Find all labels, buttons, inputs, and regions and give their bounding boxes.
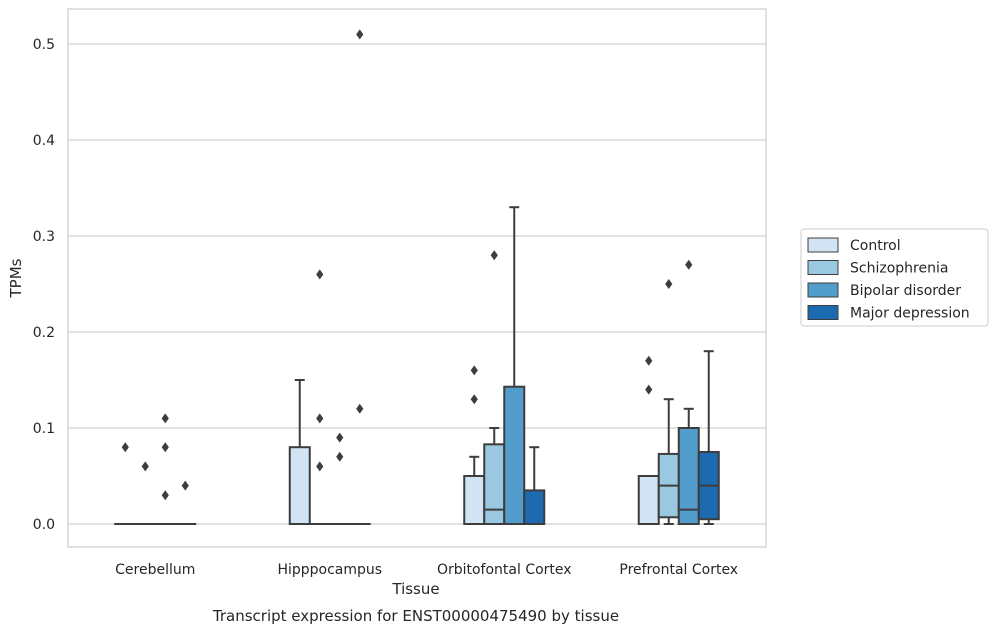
- legend-frame: [800, 228, 989, 327]
- x-axis-label: Tissue: [391, 580, 439, 598]
- outlier-point: [161, 490, 169, 501]
- outlier-point: [336, 432, 344, 443]
- y-tick-label: 0.3: [33, 229, 55, 245]
- outlier-point: [161, 413, 169, 424]
- y-tick-label: 0.2: [33, 325, 55, 341]
- outlier-point: [685, 259, 693, 270]
- legend: Control Schizophrenia Bipolar disorder Majo…: [800, 228, 989, 327]
- legend-label: Schizophrenia: [850, 261, 948, 277]
- x-tick-label: Orbitofontal Cortex: [437, 562, 572, 578]
- box-major-depression: [348, 29, 371, 526]
- outlier-point: [141, 461, 149, 472]
- y-tick-label: 0.1: [33, 421, 55, 437]
- legend-label: Control: [850, 238, 901, 254]
- legend-label: Major depression: [850, 306, 970, 322]
- outlier-point: [181, 480, 189, 491]
- legend-swatch: [807, 260, 839, 275]
- iqr-box: [463, 475, 486, 525]
- outlier-point: [356, 403, 364, 414]
- box-schizophrenia: [308, 269, 331, 526]
- y-axis-label: TPMs: [7, 258, 25, 298]
- outlier-point: [665, 279, 673, 289]
- legend-swatch: [807, 282, 839, 298]
- iqr-box: [637, 475, 660, 525]
- box-control: [637, 355, 660, 525]
- plot-frame: [67, 8, 767, 548]
- outlier-point: [490, 250, 498, 261]
- box-major-depression: [174, 480, 197, 526]
- x-tick-label: Hipppocampus: [277, 562, 382, 578]
- x-tick-label: Cerebellum: [115, 562, 195, 578]
- box-groups: [114, 29, 720, 526]
- outlier-point: [645, 384, 653, 395]
- outlier-point: [470, 394, 478, 405]
- outlier-point: [316, 461, 324, 472]
- y-tick-label: 0.0: [33, 517, 55, 533]
- outlier-point: [645, 355, 653, 366]
- legend-label: Bipolar disorder: [850, 283, 961, 299]
- outlier-point: [316, 413, 324, 424]
- iqr-box: [523, 489, 546, 525]
- grid-lines: [68, 43, 766, 525]
- chart-caption: Transcript expression for ENST0000047549…: [212, 607, 619, 625]
- box-bipolar-disorder: [677, 259, 700, 525]
- box-bipolar-disorder: [154, 413, 177, 526]
- outlier-point: [316, 269, 324, 280]
- iqr-box: [483, 443, 506, 526]
- y-tick-label: 0.4: [33, 133, 55, 149]
- outlier-point: [470, 365, 478, 376]
- box-schizophrenia: [134, 461, 157, 526]
- outlier-point: [356, 29, 364, 40]
- box-major-depression: [697, 350, 720, 525]
- legend-swatch: [807, 237, 839, 253]
- x-tick-labels: Cerebellum Hipppocampus Orbitofontal Corte…: [115, 562, 738, 578]
- box-control: [288, 379, 311, 526]
- legend-swatch: [807, 305, 839, 320]
- outlier-point: [336, 451, 344, 462]
- box-schizophrenia: [483, 250, 506, 526]
- box-bipolar-disorder: [328, 432, 351, 526]
- box-major-depression: [523, 446, 546, 525]
- box-bipolar-disorder: [503, 206, 526, 525]
- iqr-box: [503, 385, 526, 525]
- box-control: [114, 442, 137, 526]
- box-control: [463, 365, 486, 525]
- outlier-point: [121, 442, 129, 453]
- x-tick-label: Prefrontal Cortex: [619, 562, 738, 578]
- box-schizophrenia: [657, 279, 680, 525]
- iqr-box: [288, 446, 311, 526]
- y-tick-label: 0.5: [33, 37, 55, 53]
- y-tick-labels: 0.0 0.1 0.2 0.3 0.4 0.5: [33, 37, 55, 533]
- outlier-point: [161, 442, 169, 453]
